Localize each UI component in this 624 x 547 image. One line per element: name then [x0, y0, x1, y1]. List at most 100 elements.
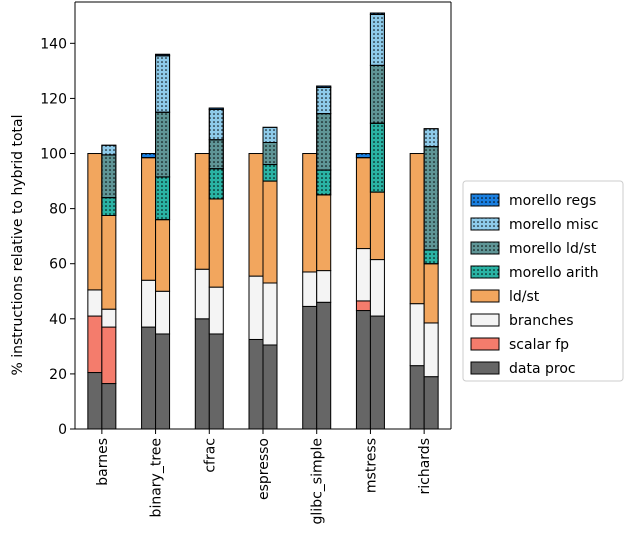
bar-richards-hybrid-data-proc	[409, 365, 425, 430]
bar-richards-hybrid-branches	[409, 303, 425, 367]
bar-barnes-purecap-branches	[101, 308, 117, 328]
bar-binary_tree-hybrid-morello-regs-pattern	[141, 153, 157, 159]
bar-mstress-purecap-morello-arith-pattern	[369, 122, 385, 193]
legend-label-morello-arith: morello arith	[509, 265, 599, 281]
bar-barnes-purecap-morello-arith-pattern	[101, 197, 117, 217]
legend-swatch-data-proc	[470, 361, 500, 375]
bar-espresso-purecap-morello-misc-pattern	[262, 126, 278, 143]
legend-swatch-pattern-morello-regs	[470, 193, 500, 207]
bar-espresso-hybrid-ld-st	[248, 153, 264, 277]
legend-label-scalar-fp: scalar fp	[509, 337, 569, 353]
bar-glibc_simple-purecap-morello-misc-pattern	[316, 86, 332, 115]
bar-binary_tree-purecap-morello-regs-pattern	[155, 53, 171, 57]
bar-binary_tree-purecap-ld-st	[155, 219, 171, 292]
bar-richards-purecap-branches	[423, 322, 439, 378]
bar-binary_tree-purecap-morello-arith-pattern	[155, 176, 171, 221]
bar-mstress-purecap-ld-st	[369, 191, 385, 261]
bar-mstress-purecap-morello-misc-pattern	[369, 13, 385, 66]
bar-glibc_simple-purecap-morello-arith-pattern	[316, 169, 332, 196]
y-tick-label: 120	[40, 91, 67, 107]
y-tick-label: 0	[58, 422, 67, 438]
bar-glibc_simple-hybrid-data-proc	[302, 305, 318, 430]
bar-espresso-purecap-morello-ld-st-pattern	[262, 141, 278, 166]
bar-richards-purecap-morello-ld-st-pattern	[423, 146, 439, 251]
bar-richards-purecap-morello-arith-pattern	[423, 249, 439, 265]
bar-barnes-purecap-ld-st	[101, 215, 117, 310]
y-tick-label: 40	[49, 312, 67, 328]
bar-mstress-purecap-data-proc	[369, 315, 385, 430]
bar-barnes-hybrid-data-proc	[87, 372, 103, 430]
legend-label-data-proc: data proc	[509, 361, 576, 377]
bar-cfrac-purecap-morello-misc-pattern	[208, 108, 224, 141]
bar-glibc_simple-hybrid-branches	[302, 271, 318, 307]
legend-label-morello-misc: morello misc	[509, 217, 599, 233]
legend: morello regs morello misc morello ld/st mor…	[462, 180, 624, 382]
bar-binary_tree-purecap-morello-misc-pattern	[155, 55, 171, 113]
bar-espresso-purecap-branches	[262, 282, 278, 346]
bar-cfrac-purecap-data-proc	[208, 333, 224, 430]
bar-barnes-hybrid-scalar-fp	[87, 315, 103, 374]
bar-barnes-purecap-morello-misc-pattern	[101, 144, 117, 156]
bar-glibc_simple-purecap-morello-ld-st-pattern	[316, 113, 332, 171]
legend-swatch-pattern-morello-arith	[470, 265, 500, 279]
bar-mstress-hybrid-branches	[355, 248, 371, 302]
bar-mstress-purecap-branches	[369, 259, 385, 317]
bar-cfrac-hybrid-data-proc	[194, 318, 210, 430]
x-tick-label-glibc_simple: glibc_simple	[310, 438, 326, 524]
bar-espresso-hybrid-data-proc	[248, 338, 264, 430]
bar-cfrac-hybrid-ld-st	[194, 153, 210, 270]
y-tick-label: 80	[49, 202, 67, 218]
legend-swatch-ld-st	[470, 289, 500, 303]
bars-layer	[87, 12, 439, 430]
x-tick-label-barnes: barnes	[95, 438, 111, 486]
bar-mstress-hybrid-scalar-fp	[355, 300, 371, 312]
y-tick-label: 140	[40, 36, 67, 52]
bar-binary_tree-purecap-morello-ld-st-pattern	[155, 111, 171, 178]
y-tick-label: 100	[40, 147, 67, 163]
bar-barnes-hybrid-branches	[87, 289, 103, 317]
x-tick-label-espresso: espresso	[256, 438, 272, 500]
bar-richards-hybrid-ld-st	[409, 153, 425, 305]
bar-glibc_simple-purecap-branches	[316, 270, 332, 303]
legend-swatch-scalar-fp	[470, 337, 500, 351]
bar-espresso-purecap-morello-arith-pattern	[262, 164, 278, 182]
x-tick-label-mstress: mstress	[363, 438, 379, 493]
bar-binary_tree-purecap-branches	[155, 290, 171, 335]
legend-label-ld-st: ld/st	[509, 289, 540, 305]
bar-cfrac-purecap-morello-regs-pattern	[208, 107, 224, 110]
bar-cfrac-purecap-branches	[208, 286, 224, 335]
bar-richards-purecap-ld-st	[423, 263, 439, 324]
legend-swatch-pattern-morello-ld-st	[470, 241, 500, 255]
bar-mstress-purecap-morello-ld-st-pattern	[369, 64, 385, 124]
y-axis-label: % instructions relative to hybrid total	[10, 115, 26, 376]
bar-espresso-hybrid-branches	[248, 275, 264, 340]
y-tick-label: 20	[49, 367, 67, 383]
legend-frame	[462, 180, 624, 382]
bar-espresso-purecap-ld-st	[262, 180, 278, 284]
legend-label-morello-regs: morello regs	[509, 193, 596, 209]
bar-espresso-purecap-data-proc	[262, 344, 278, 430]
bar-barnes-hybrid-ld-st	[87, 153, 103, 291]
x-tick-label-cfrac: cfrac	[202, 438, 218, 473]
bar-cfrac-purecap-morello-arith-pattern	[208, 168, 224, 200]
bar-mstress-hybrid-data-proc	[355, 310, 371, 430]
bar-binary_tree-hybrid-branches	[141, 279, 157, 328]
bar-binary_tree-hybrid-data-proc	[141, 326, 157, 430]
bar-barnes-purecap-morello-ld-st-pattern	[101, 154, 117, 199]
bar-binary_tree-hybrid-ld-st	[141, 157, 157, 281]
bar-richards-purecap-morello-misc-pattern	[423, 128, 439, 148]
bar-glibc_simple-hybrid-ld-st	[302, 153, 318, 273]
legend-swatch-branches	[470, 313, 500, 327]
legend-label-branches: branches	[509, 313, 574, 329]
legend-label-morello-ld-st: morello ld/st	[509, 241, 597, 257]
bar-mstress-hybrid-morello-regs-pattern	[355, 153, 371, 159]
bar-binary_tree-purecap-data-proc	[155, 333, 171, 430]
y-tick-label: 60	[49, 257, 67, 273]
x-tick-label-binary_tree: binary_tree	[149, 438, 165, 517]
bar-cfrac-hybrid-branches	[194, 268, 210, 320]
bar-richards-purecap-data-proc	[423, 376, 439, 430]
bar-cfrac-purecap-ld-st	[208, 198, 224, 288]
bar-glibc_simple-purecap-ld-st	[316, 194, 332, 272]
bar-cfrac-purecap-morello-ld-st-pattern	[208, 139, 224, 170]
